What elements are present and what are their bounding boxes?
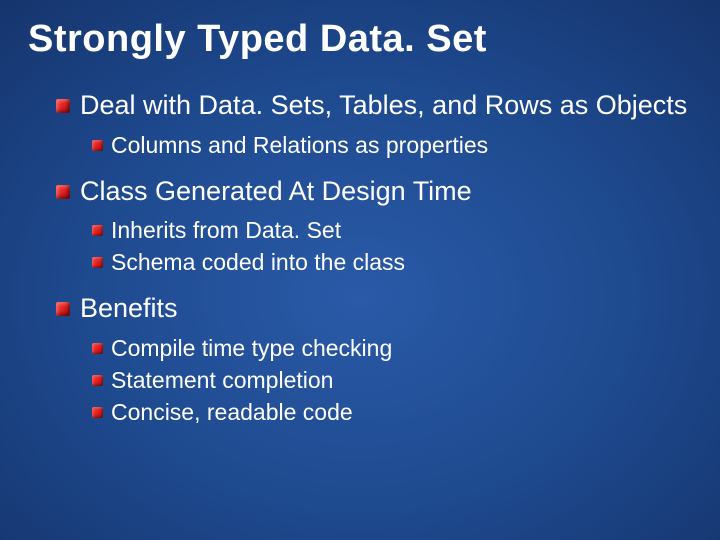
section-1: Class Generated At Design Time Inherits … (28, 175, 692, 279)
level2-text: Columns and Relations as properties (111, 131, 488, 161)
bullet-icon (56, 99, 70, 113)
bullet-icon (92, 375, 103, 386)
level2-item: Statement completion (92, 366, 692, 396)
bullet-icon (92, 257, 103, 268)
bullet-icon (92, 407, 103, 418)
level2-text: Inherits from Data. Set (111, 216, 341, 246)
level2-item: Inherits from Data. Set (92, 216, 692, 246)
level1-text: Deal with Data. Sets, Tables, and Rows a… (80, 89, 687, 123)
slide-title: Strongly Typed Data. Set (28, 18, 692, 61)
level1-text: Class Generated At Design Time (80, 175, 472, 209)
level1-item: Class Generated At Design Time (56, 175, 692, 209)
level2-item: Schema coded into the class (92, 248, 692, 278)
level2-text: Concise, readable code (111, 398, 353, 428)
level2-text: Schema coded into the class (111, 248, 405, 278)
level1-item: Deal with Data. Sets, Tables, and Rows a… (56, 89, 692, 123)
section-0: Deal with Data. Sets, Tables, and Rows a… (28, 89, 692, 161)
level1-text: Benefits (80, 292, 178, 326)
bullet-icon (56, 302, 70, 316)
level2-text: Statement completion (111, 366, 333, 396)
bullet-icon (92, 140, 103, 151)
section-2: Benefits Compile time type checking Stat… (28, 292, 692, 427)
bullet-icon (56, 185, 70, 199)
bullet-icon (92, 343, 103, 354)
level2-item: Columns and Relations as properties (92, 131, 692, 161)
bullet-icon (92, 225, 103, 236)
level1-item: Benefits (56, 292, 692, 326)
level2-text: Compile time type checking (111, 334, 392, 364)
level2-item: Compile time type checking (92, 334, 692, 364)
level2-item: Concise, readable code (92, 398, 692, 428)
